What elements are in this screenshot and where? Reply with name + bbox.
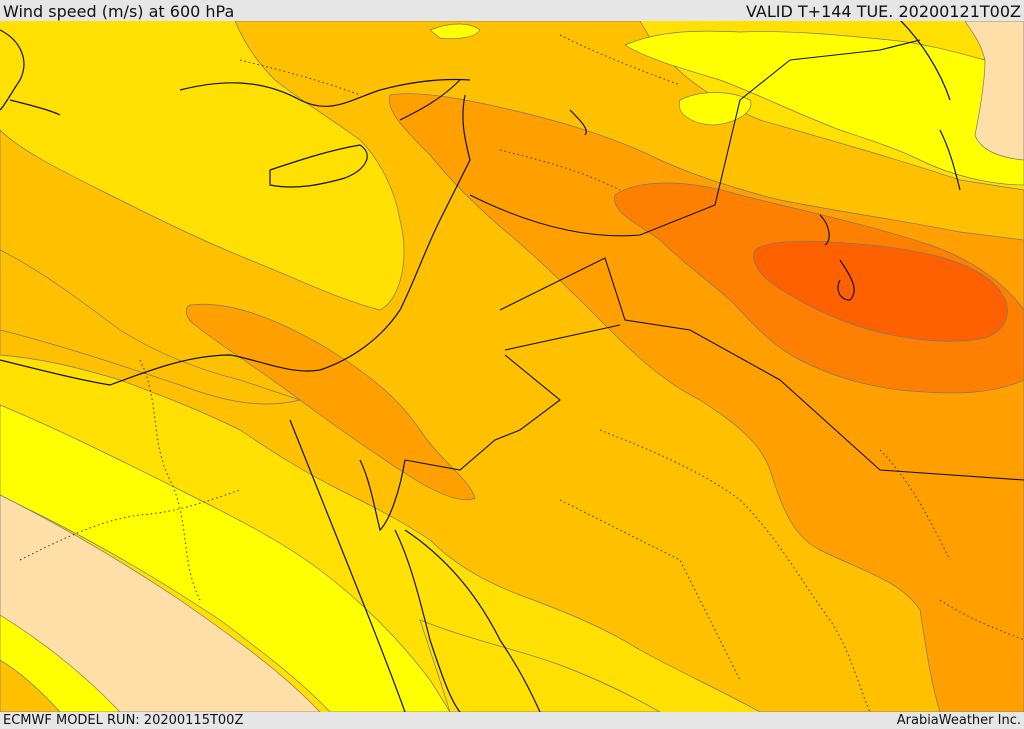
coastlines <box>0 21 961 712</box>
header-bar: Wind speed (m/s) at 600 hPa VALID T+144 … <box>0 0 1024 21</box>
band-yellow-sw <box>0 404 451 712</box>
band-pale-ne <box>964 21 1024 161</box>
model-run-label: ECMWF MODEL RUN: 20200115T00Z <box>3 713 244 728</box>
country-borders <box>19 34 1024 712</box>
band-red-orange <box>753 240 1008 342</box>
map-title: Wind speed (m/s) at 600 hPa <box>3 2 235 21</box>
solid-borders <box>399 39 1024 481</box>
wind-speed-map <box>0 21 1024 712</box>
band-pale-sw <box>0 494 321 712</box>
valid-time-label: VALID T+144 TUE. 20200121T00Z <box>745 2 1021 21</box>
band-yellow-blob <box>678 92 752 126</box>
credit-label: ArabiaWeather Inc. <box>896 713 1021 728</box>
map-canvas <box>0 21 1024 712</box>
band-amber-corner <box>0 659 61 712</box>
band-orange-sinai <box>185 303 476 501</box>
band-amber <box>0 21 1024 712</box>
band-yellow-top <box>429 23 481 40</box>
footer-bar: ECMWF MODEL RUN: 20200115T00Z ArabiaWeat… <box>0 712 1024 729</box>
band-yellow-ne <box>624 30 1024 186</box>
